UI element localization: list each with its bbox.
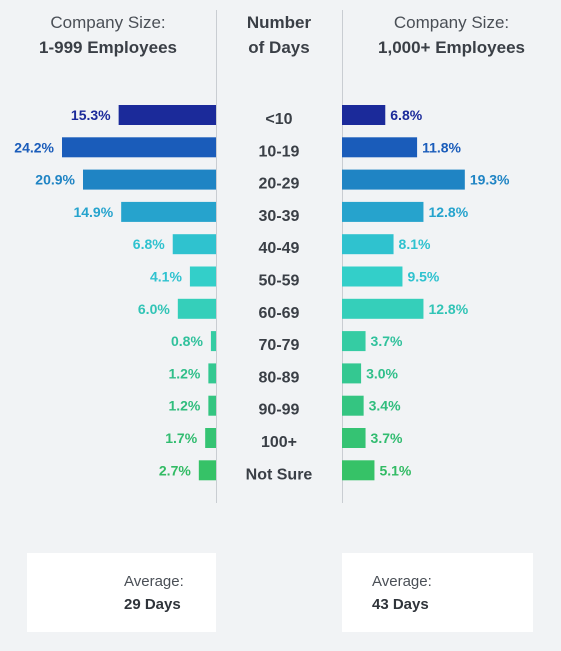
data-label-right-2: 19.3% xyxy=(470,172,510,188)
bar-left-3 xyxy=(121,201,216,222)
data-label-right-7: 3.7% xyxy=(371,333,403,349)
data-label-left-10: 1.7% xyxy=(165,430,197,446)
data-label-left-8: 1.2% xyxy=(168,365,200,381)
bar-right-7 xyxy=(342,331,366,352)
data-label-right-9: 3.4% xyxy=(369,398,401,414)
bar-left-2 xyxy=(83,169,216,190)
category-label-6: 60-69 xyxy=(259,305,300,322)
data-label-right-3: 12.8% xyxy=(428,204,468,220)
bar-right-8 xyxy=(342,363,362,384)
left-average-box: Average: 29 Days xyxy=(27,553,216,632)
category-label-3: 30-39 xyxy=(259,208,300,225)
category-label-0: <10 xyxy=(265,111,292,128)
bar-left-7 xyxy=(210,331,216,352)
left-average-value: 29 Days xyxy=(124,596,181,613)
bar-right-6 xyxy=(342,298,424,319)
data-label-right-5: 9.5% xyxy=(407,269,439,285)
left-column-header: Company Size: 1-999 Employees xyxy=(0,10,216,60)
category-label-7: 70-79 xyxy=(259,337,300,354)
data-label-left-0: 15.3% xyxy=(71,107,111,123)
data-label-left-2: 20.9% xyxy=(35,172,75,188)
category-label-8: 80-89 xyxy=(259,369,300,386)
data-label-right-8: 3.0% xyxy=(366,365,398,381)
right-average-label: Average: xyxy=(372,573,432,590)
data-label-left-6: 6.0% xyxy=(138,301,170,317)
middle-header-line1: Number xyxy=(246,13,312,32)
bar-right-4 xyxy=(342,234,394,255)
bar-left-8 xyxy=(208,363,216,384)
right-divider xyxy=(342,10,343,503)
data-label-left-1: 24.2% xyxy=(14,139,54,155)
data-label-left-11: 2.7% xyxy=(159,462,191,478)
bar-right-0 xyxy=(342,105,386,125)
right-average-value: 43 Days xyxy=(372,596,429,613)
right-header-line2: 1,000+ Employees xyxy=(378,38,525,57)
bar-left-9 xyxy=(208,395,216,416)
right-average-box: Average: 43 Days xyxy=(342,553,533,632)
bar-right-5 xyxy=(342,266,403,287)
middle-header-line2: of Days xyxy=(248,38,310,57)
butterfly-bar-chart: 15.3% <10 6.8% 24.2% 10-19 11.8% 20.9% 20-29 19.… xyxy=(14,105,510,483)
category-label-2: 20-29 xyxy=(259,176,300,193)
bar-left-1 xyxy=(62,137,216,158)
category-label-9: 90-99 xyxy=(259,402,300,419)
category-label-5: 50-59 xyxy=(259,273,300,290)
bar-left-5 xyxy=(189,266,216,287)
category-label-1: 10-19 xyxy=(259,143,300,160)
bar-right-1 xyxy=(342,137,418,158)
category-label-4: 40-49 xyxy=(259,240,300,257)
data-label-left-9: 1.2% xyxy=(168,398,200,414)
bar-right-3 xyxy=(342,201,424,222)
left-header-line1: Company Size: xyxy=(50,13,166,32)
data-label-left-4: 6.8% xyxy=(133,236,165,252)
bar-right-11 xyxy=(342,460,375,481)
left-header-line2: 1-999 Employees xyxy=(39,38,177,57)
bar-right-9 xyxy=(342,395,364,416)
left-divider xyxy=(216,10,217,503)
data-label-right-4: 8.1% xyxy=(399,236,431,252)
data-label-left-3: 14.9% xyxy=(73,204,113,220)
category-label-11: Not Sure xyxy=(246,466,313,483)
data-label-right-0: 6.8% xyxy=(390,107,422,123)
right-header-line1: Company Size: xyxy=(393,13,510,32)
category-label-10: 100+ xyxy=(261,434,297,451)
bar-left-4 xyxy=(172,234,216,255)
middle-column-header: Number of Days xyxy=(216,10,342,60)
data-label-right-11: 5.1% xyxy=(379,462,411,478)
bar-right-10 xyxy=(342,428,366,448)
bar-left-10 xyxy=(205,428,216,448)
data-label-right-1: 11.8% xyxy=(422,139,461,155)
data-label-right-6: 12.8% xyxy=(428,301,468,317)
bar-left-0 xyxy=(118,105,216,125)
data-label-left-5: 4.1% xyxy=(150,269,182,285)
data-label-right-10: 3.7% xyxy=(371,430,403,446)
bar-left-11 xyxy=(198,460,216,481)
bar-right-2 xyxy=(342,169,465,190)
bar-left-6 xyxy=(177,298,216,319)
right-column-header: Company Size: 1,000+ Employees xyxy=(342,10,561,60)
data-label-left-7: 0.8% xyxy=(171,333,203,349)
left-average-label: Average: xyxy=(124,573,184,590)
